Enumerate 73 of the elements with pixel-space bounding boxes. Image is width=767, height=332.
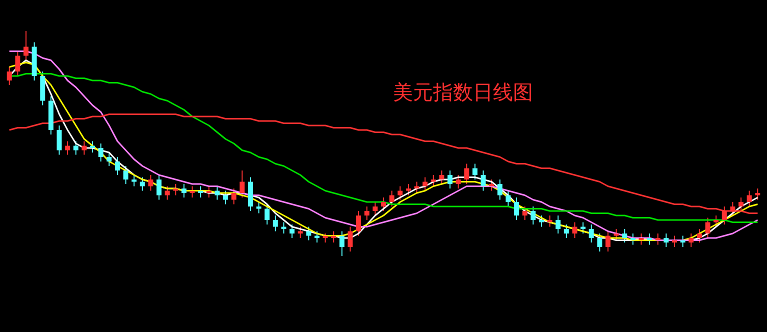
candlestick	[240, 170, 245, 198]
candlestick	[98, 143, 104, 162]
candlestick	[173, 184, 178, 196]
candlestick	[15, 50, 20, 76]
candlestick	[82, 140, 87, 156]
candlestick	[530, 206, 536, 225]
candlestick	[106, 152, 112, 166]
candlestick	[630, 233, 636, 246]
candlestick	[6, 66, 12, 86]
candlestick	[348, 226, 353, 252]
candlestick	[223, 190, 228, 205]
candlestick	[381, 197, 386, 212]
candlestick	[448, 170, 453, 189]
candlestick	[489, 179, 494, 192]
candlestick	[339, 230, 344, 256]
candlestick	[156, 174, 162, 200]
candlestick	[264, 204, 270, 225]
candlestick	[439, 170, 444, 184]
candlestick	[356, 210, 362, 236]
candlestick	[746, 190, 752, 207]
candlestick	[140, 176, 145, 192]
candlestick	[480, 170, 486, 192]
candlestick	[605, 230, 610, 252]
candlestick	[406, 184, 411, 196]
candlestick	[696, 228, 702, 243]
candlestick	[572, 222, 578, 238]
candlestick	[256, 202, 262, 214]
candlestick	[422, 176, 428, 192]
candlestick	[123, 166, 128, 184]
candlestick	[522, 206, 528, 220]
candlestick	[398, 186, 403, 200]
candlestick	[714, 215, 719, 228]
candlestick	[655, 233, 660, 246]
candlestick	[664, 233, 669, 248]
candlestick	[306, 226, 312, 241]
candlestick	[65, 140, 70, 156]
candlestick	[497, 179, 502, 200]
candlestick	[181, 184, 186, 198]
candlestick	[290, 224, 295, 238]
candlestick	[73, 140, 78, 156]
candlestick	[556, 215, 561, 234]
candlestick	[114, 156, 120, 176]
candlestick	[688, 233, 694, 248]
candlestick	[547, 215, 552, 228]
candlestick	[638, 233, 644, 246]
candlestick	[506, 190, 511, 207]
candlestick	[755, 188, 760, 200]
candlestick	[622, 228, 628, 243]
candlestick	[430, 174, 436, 187]
candlestick	[564, 224, 569, 238]
candlestick	[231, 188, 236, 205]
text: 美元指数日线图	[393, 80, 533, 104]
candlestick	[214, 186, 220, 200]
candlestick	[272, 215, 278, 232]
candlestick	[705, 217, 710, 238]
candlestick	[647, 233, 652, 246]
candlestick	[372, 202, 378, 216]
candlestick	[132, 174, 137, 187]
candlestick	[56, 125, 62, 156]
candlestick	[472, 163, 478, 180]
candlestick	[456, 174, 461, 189]
candlestick	[538, 215, 544, 228]
candlestick	[514, 197, 520, 220]
candlestick	[389, 190, 394, 207]
candlestick	[23, 30, 28, 61]
candlestick	[364, 206, 370, 220]
candlestick	[464, 163, 470, 184]
candlestick	[614, 228, 619, 241]
candlestick	[588, 224, 594, 243]
candlestick	[597, 233, 602, 252]
candlestick	[164, 186, 170, 200]
candlestick	[738, 197, 744, 212]
candlestick	[148, 174, 154, 192]
